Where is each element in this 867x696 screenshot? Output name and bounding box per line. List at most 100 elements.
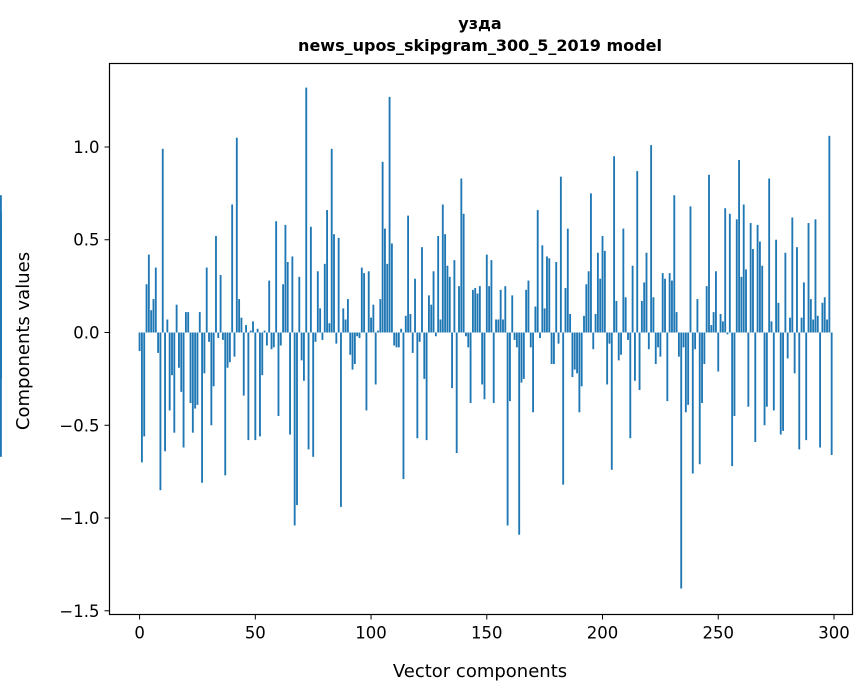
bar [351, 332, 354, 370]
bar [143, 332, 146, 437]
bar [346, 299, 349, 333]
bar [296, 332, 298, 506]
bar [548, 258, 551, 333]
bar [541, 245, 544, 333]
bar [733, 332, 736, 416]
bar [481, 332, 484, 385]
bar [409, 313, 412, 333]
bar [221, 332, 224, 340]
x-tick-label: 300 [818, 624, 850, 643]
bar [752, 249, 754, 333]
bar [809, 299, 812, 333]
bar [622, 228, 625, 333]
x-tick-label: 200 [587, 624, 619, 643]
bar [203, 332, 206, 374]
bar [666, 332, 669, 402]
bar [187, 312, 190, 333]
bar [680, 332, 683, 589]
bar [0, 332, 2, 457]
bar [286, 262, 289, 333]
bar [488, 286, 491, 333]
bar [467, 332, 470, 348]
bar [303, 332, 305, 381]
y-axis-label: Components values [13, 252, 34, 430]
bar [261, 332, 264, 376]
bar [140, 332, 143, 463]
bar [550, 332, 553, 365]
bar [689, 206, 692, 333]
bar [659, 332, 662, 357]
bar [742, 204, 745, 333]
bar [312, 332, 315, 457]
bar [427, 295, 430, 333]
bar [527, 280, 530, 333]
bar [201, 332, 204, 483]
y-axis-ticks: −1.5 −1.0 −0.5 0.0 0.5 1.0 [59, 138, 110, 621]
bar [557, 332, 560, 344]
bar [691, 332, 694, 474]
bar [377, 330, 379, 333]
bar [370, 317, 372, 333]
bar [828, 135, 831, 333]
bar [603, 250, 606, 333]
bar [395, 332, 398, 348]
bar [344, 319, 347, 333]
bar [675, 312, 678, 333]
bar [566, 228, 569, 333]
bar [145, 284, 148, 333]
bar [525, 289, 528, 333]
bar [328, 323, 331, 333]
bar [654, 332, 657, 365]
bar [182, 332, 185, 448]
bar [758, 241, 761, 333]
bar [175, 304, 178, 333]
bar [504, 286, 507, 333]
bar [724, 208, 727, 333]
bar [314, 332, 317, 342]
bar [664, 278, 666, 333]
bar [208, 332, 210, 342]
bar [627, 332, 629, 340]
bar [756, 224, 759, 333]
bar [305, 87, 308, 333]
bar [615, 300, 618, 333]
y-tick-label: −1.5 [59, 602, 99, 621]
bar [814, 219, 817, 333]
bar [823, 297, 826, 333]
bar [358, 332, 361, 339]
bar [212, 332, 215, 387]
bar [638, 332, 641, 391]
bar [231, 204, 234, 333]
bar [583, 315, 585, 333]
bar [228, 332, 231, 363]
bar [485, 254, 488, 333]
bar [515, 332, 518, 348]
bar [189, 332, 192, 404]
bar [761, 265, 764, 333]
bar [365, 332, 368, 411]
bar [816, 315, 819, 333]
bar [782, 332, 784, 431]
bar [754, 332, 757, 442]
bar [388, 96, 391, 333]
bar [448, 276, 451, 333]
bar [650, 145, 653, 333]
bar [800, 317, 803, 333]
bar [819, 332, 822, 448]
bar [599, 278, 602, 333]
bar [721, 321, 724, 333]
bar [240, 317, 243, 333]
bar [444, 234, 447, 333]
bar [138, 332, 141, 352]
bar [439, 319, 442, 333]
bar [441, 204, 444, 333]
x-tick-label: 250 [703, 624, 735, 643]
bar [462, 213, 465, 333]
bar [821, 302, 824, 333]
bar [717, 332, 720, 372]
chart-subtitle: news_upos_skipgram_300_5_2019 model [298, 36, 662, 55]
bar [585, 284, 588, 333]
bar [506, 332, 509, 526]
bar [534, 306, 537, 333]
bar [386, 263, 389, 333]
